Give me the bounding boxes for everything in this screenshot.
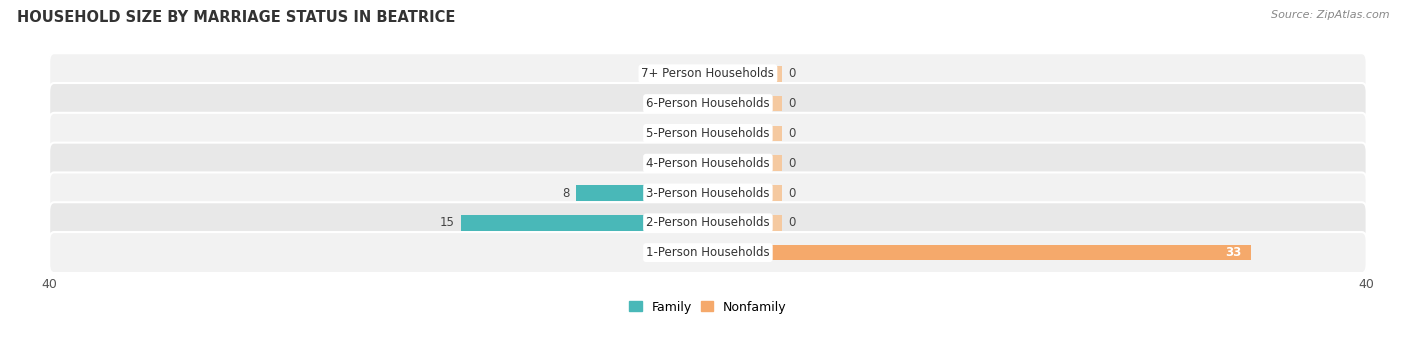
Text: 1-Person Households: 1-Person Households: [647, 246, 769, 259]
Text: 3-Person Households: 3-Person Households: [647, 187, 769, 200]
Text: 0: 0: [789, 127, 796, 140]
Text: 0: 0: [789, 187, 796, 200]
FancyBboxPatch shape: [49, 172, 1367, 214]
Text: 3: 3: [644, 157, 652, 170]
Bar: [461, 215, 709, 231]
FancyBboxPatch shape: [49, 83, 1367, 124]
Bar: [709, 155, 782, 171]
Text: 8: 8: [562, 187, 569, 200]
Text: 0: 0: [789, 157, 796, 170]
Text: 0: 0: [695, 97, 702, 110]
Bar: [709, 215, 782, 231]
Text: 0: 0: [695, 127, 702, 140]
FancyBboxPatch shape: [49, 113, 1367, 154]
Text: 7+ Person Households: 7+ Person Households: [641, 67, 775, 80]
Text: 2-Person Households: 2-Person Households: [647, 216, 769, 229]
Bar: [576, 185, 709, 201]
Text: 5-Person Households: 5-Person Households: [647, 127, 769, 140]
Text: 33: 33: [1225, 246, 1241, 259]
Bar: [709, 96, 782, 111]
Bar: [709, 245, 1251, 260]
Text: 0: 0: [695, 246, 702, 259]
Text: 6-Person Households: 6-Person Households: [647, 97, 769, 110]
Bar: [658, 155, 709, 171]
Text: 1: 1: [678, 67, 685, 80]
FancyBboxPatch shape: [49, 232, 1367, 273]
Text: 15: 15: [440, 216, 454, 229]
Text: 0: 0: [789, 216, 796, 229]
Text: HOUSEHOLD SIZE BY MARRIAGE STATUS IN BEATRICE: HOUSEHOLD SIZE BY MARRIAGE STATUS IN BEA…: [17, 10, 456, 25]
Text: 0: 0: [789, 97, 796, 110]
Text: Source: ZipAtlas.com: Source: ZipAtlas.com: [1271, 10, 1389, 20]
Legend: Family, Nonfamily: Family, Nonfamily: [628, 301, 787, 313]
FancyBboxPatch shape: [49, 143, 1367, 184]
FancyBboxPatch shape: [49, 202, 1367, 243]
Bar: [692, 66, 709, 82]
Bar: [709, 66, 782, 82]
FancyBboxPatch shape: [49, 53, 1367, 94]
Text: 4-Person Households: 4-Person Households: [647, 157, 769, 170]
Bar: [709, 126, 782, 141]
Bar: [709, 185, 782, 201]
Text: 0: 0: [789, 67, 796, 80]
